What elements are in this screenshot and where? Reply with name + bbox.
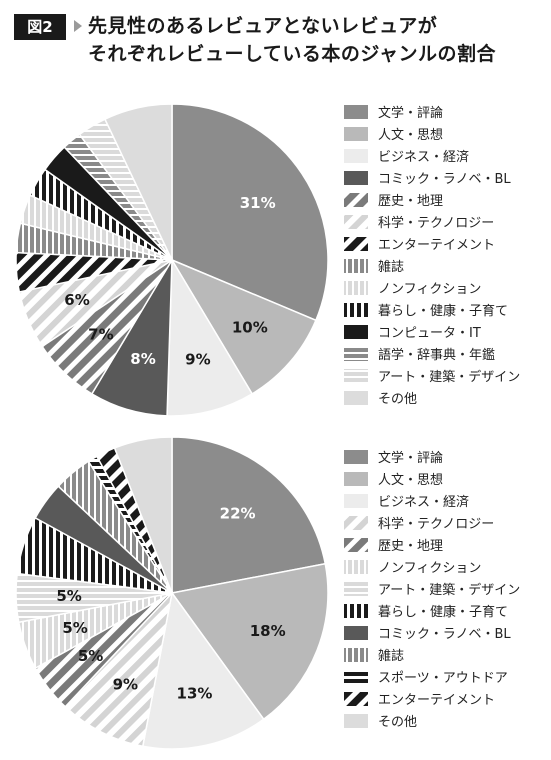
pie-chart-bottom: 22% 18% 13% 9% 5% 5% 5% (15, 436, 329, 750)
legend-swatch (344, 281, 368, 295)
legend-label: 文学・評論 (378, 450, 443, 466)
legend-label: 人文・思想 (378, 472, 443, 488)
legend-label: その他 (378, 715, 417, 730)
legend-swatch (344, 582, 368, 596)
legend-label: 人文・思想 (378, 127, 443, 143)
legend-label: 歴史・地理 (378, 539, 443, 554)
legend-swatch (344, 560, 368, 574)
pie-slice-label: 8% (130, 350, 155, 368)
legend-swatch (344, 149, 368, 163)
figure-title: 先見性のあるレビュアとないレビュアが それぞれレビューしている本のジャンルの割合 (88, 12, 543, 68)
legend-label: 暮らし・健康・子育て (378, 303, 508, 319)
legend-swatch (344, 105, 368, 119)
legend-swatch (344, 494, 368, 508)
legend-swatch (344, 171, 368, 185)
pie-slice (103, 103, 173, 261)
pie-slice-label: 10% (232, 318, 268, 336)
legend-label: アート・建築・デザイン (378, 369, 520, 385)
legend-swatch (344, 259, 368, 273)
legend-swatch (344, 127, 368, 141)
legend-swatch (344, 626, 368, 640)
legend-label: 科学・テクノロジー (378, 516, 494, 532)
legend-swatch (344, 538, 368, 552)
legend-swatch (344, 604, 368, 618)
figure-number-badge: 図2 (14, 14, 66, 40)
legend-label: エンターテイメント (378, 693, 495, 708)
pie-slice-label: 6% (64, 291, 89, 309)
pie-slice (64, 590, 174, 748)
legend-label: 文学・評論 (378, 105, 443, 121)
legend-label: 歴史・地理 (378, 194, 443, 209)
figure-header: 図2 先見性のあるレビュアとないレビュアが それぞれレビューしている本のジャンル… (14, 8, 539, 72)
legend-label: スポーツ・アウトドア (378, 671, 508, 686)
legend-label: その他 (378, 392, 417, 407)
pie-slice (113, 436, 173, 594)
pie-chart-top: 31% 10% 9% 8% 7% 6% (15, 103, 329, 417)
legend-swatch (344, 347, 368, 361)
legend-label: 科学・テクノロジー (378, 215, 494, 231)
pie-slice-label: 22% (220, 505, 256, 523)
pie-slice-label: 5% (56, 587, 81, 605)
legend-swatch (344, 303, 368, 317)
legend-label: ノンフィクション (378, 561, 481, 576)
legend-swatch (344, 648, 368, 662)
legend-swatch (344, 516, 368, 530)
legend-label: コミック・ラノベ・BL (378, 172, 511, 187)
legend-swatch (344, 450, 368, 464)
pie-slice-label: 5% (78, 647, 103, 665)
pie-slice-label: 9% (113, 676, 138, 694)
pie-slice (171, 436, 327, 594)
legend-label: ビジネス・経済 (378, 149, 469, 165)
legend-label: エンターテイメント (378, 238, 495, 253)
figure-title-line-2: それぞれレビューしている本のジャンルの割合 (88, 43, 496, 65)
pie-slice (171, 103, 329, 322)
pie-slice-label: 5% (62, 619, 87, 637)
figure-title-line-1: 先見性のあるレビュアとないレビュアが (88, 15, 438, 37)
legend-swatch (344, 369, 368, 383)
legend-label: ノンフィクション (378, 282, 481, 297)
pie-slice-label: 7% (88, 326, 113, 344)
legend-label: コンピュータ・IT (378, 326, 481, 341)
pie-slice-label: 9% (185, 351, 210, 369)
triangle-arrow-icon (74, 20, 82, 32)
pie-slice-label: 13% (177, 685, 213, 703)
legend-swatch (344, 714, 368, 728)
legend-label: 語学・辞事典・年鑑 (378, 347, 495, 363)
pie-slice-label: 18% (250, 622, 286, 640)
legend-swatch (344, 670, 368, 684)
legend-swatch (344, 193, 368, 207)
legend-swatch (344, 391, 368, 405)
legend-label: 雑誌 (378, 648, 404, 664)
legend-label: 雑誌 (378, 259, 404, 275)
legend-label: ビジネス・経済 (378, 494, 469, 510)
legend-swatch (344, 325, 368, 339)
legend-swatch (344, 472, 368, 486)
legend-label: コミック・ラノベ・BL (378, 627, 511, 642)
pie-slice (170, 258, 317, 395)
legend-swatch (344, 237, 368, 251)
pie-slice (170, 562, 329, 721)
legend-swatch (344, 692, 368, 706)
pie-slice (141, 591, 265, 750)
pie-slice (166, 257, 254, 417)
legend-label: アート・建築・デザイン (378, 582, 520, 598)
legend-bottom: 文学・評論人文・思想ビジネス・経済科学・テクノロジー歴史・地理ノンフィクションア… (344, 450, 520, 730)
legend-swatch (344, 215, 368, 229)
pie-slice-label: 31% (240, 194, 276, 212)
legend-label: 暮らし・健康・子育て (378, 604, 508, 620)
